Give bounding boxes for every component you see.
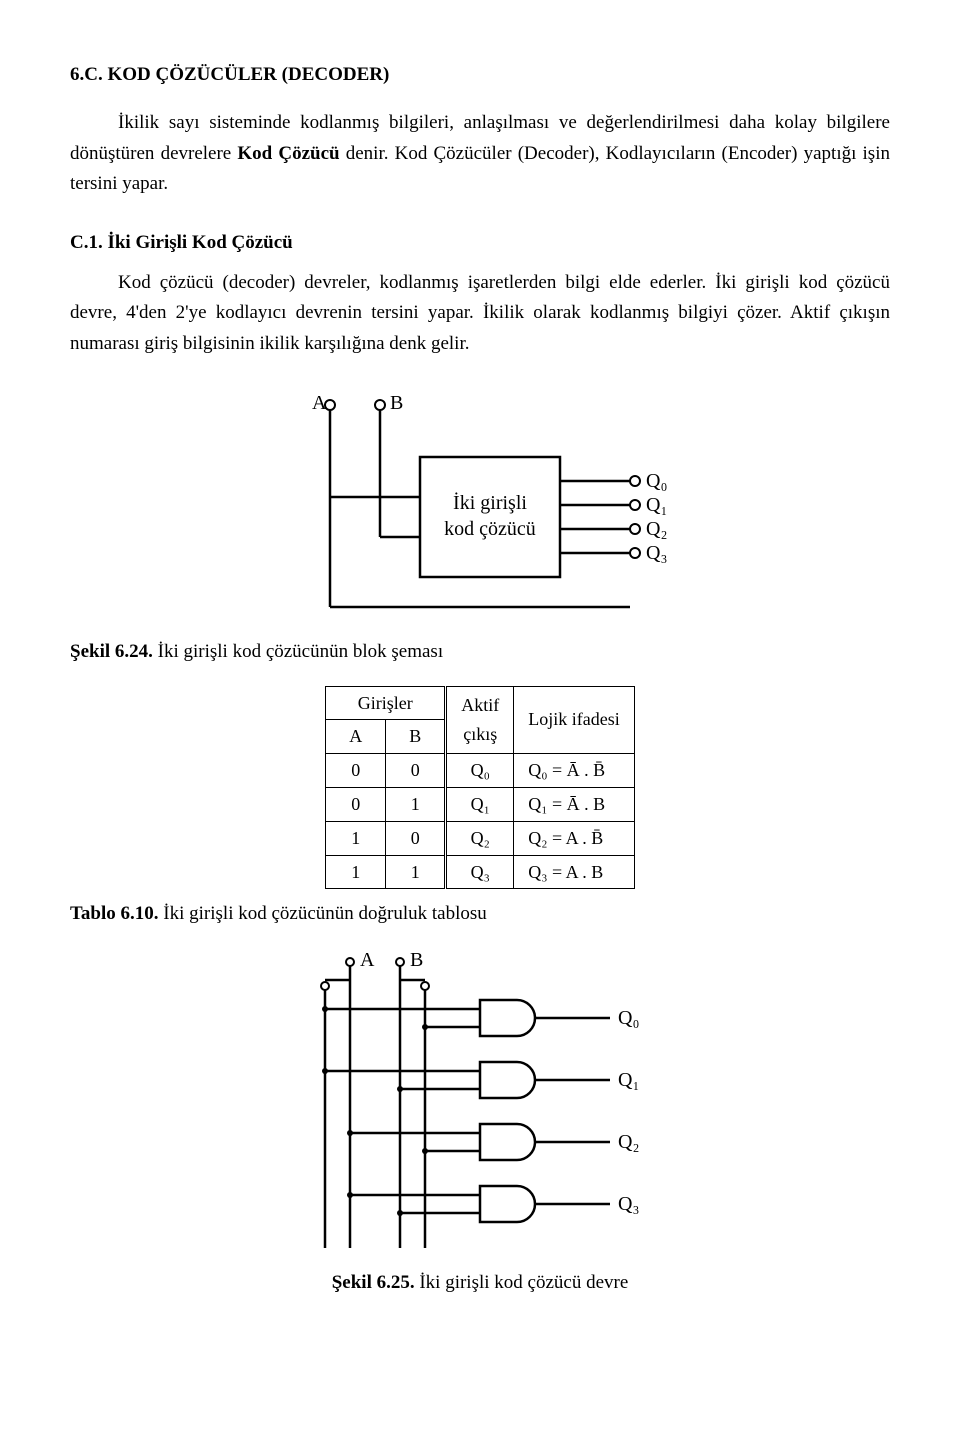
svg-text:İki girişli: İki girişli: [453, 491, 527, 514]
svg-text:Q₃: Q₃: [618, 1193, 639, 1215]
caption-fig1-bold: Şekil 6.24.: [70, 641, 153, 662]
subsection-heading: C.1. İki Girişli Kod Çözücü: [70, 228, 890, 258]
caption-table-text: İki girişli kod çözücünün doğruluk tablo…: [159, 903, 487, 924]
svg-text:Q₂: Q₂: [646, 518, 667, 540]
svg-text:Q₀: Q₀: [646, 470, 667, 492]
svg-text:A: A: [312, 392, 327, 414]
svg-text:A: A: [360, 949, 375, 971]
svg-text:kod çözücü: kod çözücü: [444, 518, 536, 540]
figure-gate-circuit: A B Q₀ Q₁ Q₂ Q₃: [70, 948, 890, 1258]
decoder-paragraph: Kod çözücü (decoder) devreler, kodlanmış…: [70, 268, 890, 359]
caption-fig2-bold: Şekil 6.25.: [332, 1272, 415, 1293]
svg-text:Q₃: Q₃: [646, 542, 667, 564]
caption-fig2: Şekil 6.25. İki girişli kod çözücü devre: [70, 1268, 890, 1298]
caption-table: Tablo 6.10. İki girişli kod çözücünün do…: [70, 899, 890, 929]
truth-table-wrap: GirişlerAktifçıkışLojik ifadesiAB00Q₀Q₀ …: [70, 686, 890, 890]
caption-table-bold: Tablo 6.10.: [70, 903, 159, 924]
figure-block-diagram: İki girişli kod çözücü A B Q₀Q₁Q₂Q₃: [70, 377, 890, 627]
svg-text:Q₁: Q₁: [646, 494, 667, 516]
svg-text:B: B: [390, 392, 403, 414]
svg-text:Q₂: Q₂: [618, 1131, 639, 1153]
intro-bold: Kod Çözücü: [237, 143, 339, 164]
svg-text:Q₀: Q₀: [618, 1007, 639, 1029]
caption-fig2-text: İki girişli kod çözücü devre: [415, 1272, 629, 1293]
intro-paragraph: İkilik sayı sisteminde kodlanmış bilgile…: [70, 108, 890, 199]
svg-text:B: B: [410, 949, 423, 971]
section-heading: 6.C. KOD ÇÖZÜCÜLER (DECODER): [70, 60, 890, 90]
caption-fig1-text: İki girişli kod çözücünün blok şeması: [153, 641, 443, 662]
caption-fig1: Şekil 6.24. İki girişli kod çözücünün bl…: [70, 637, 890, 667]
truth-table: GirişlerAktifçıkışLojik ifadesiAB00Q₀Q₀ …: [325, 686, 634, 890]
svg-text:Q₁: Q₁: [618, 1069, 639, 1091]
